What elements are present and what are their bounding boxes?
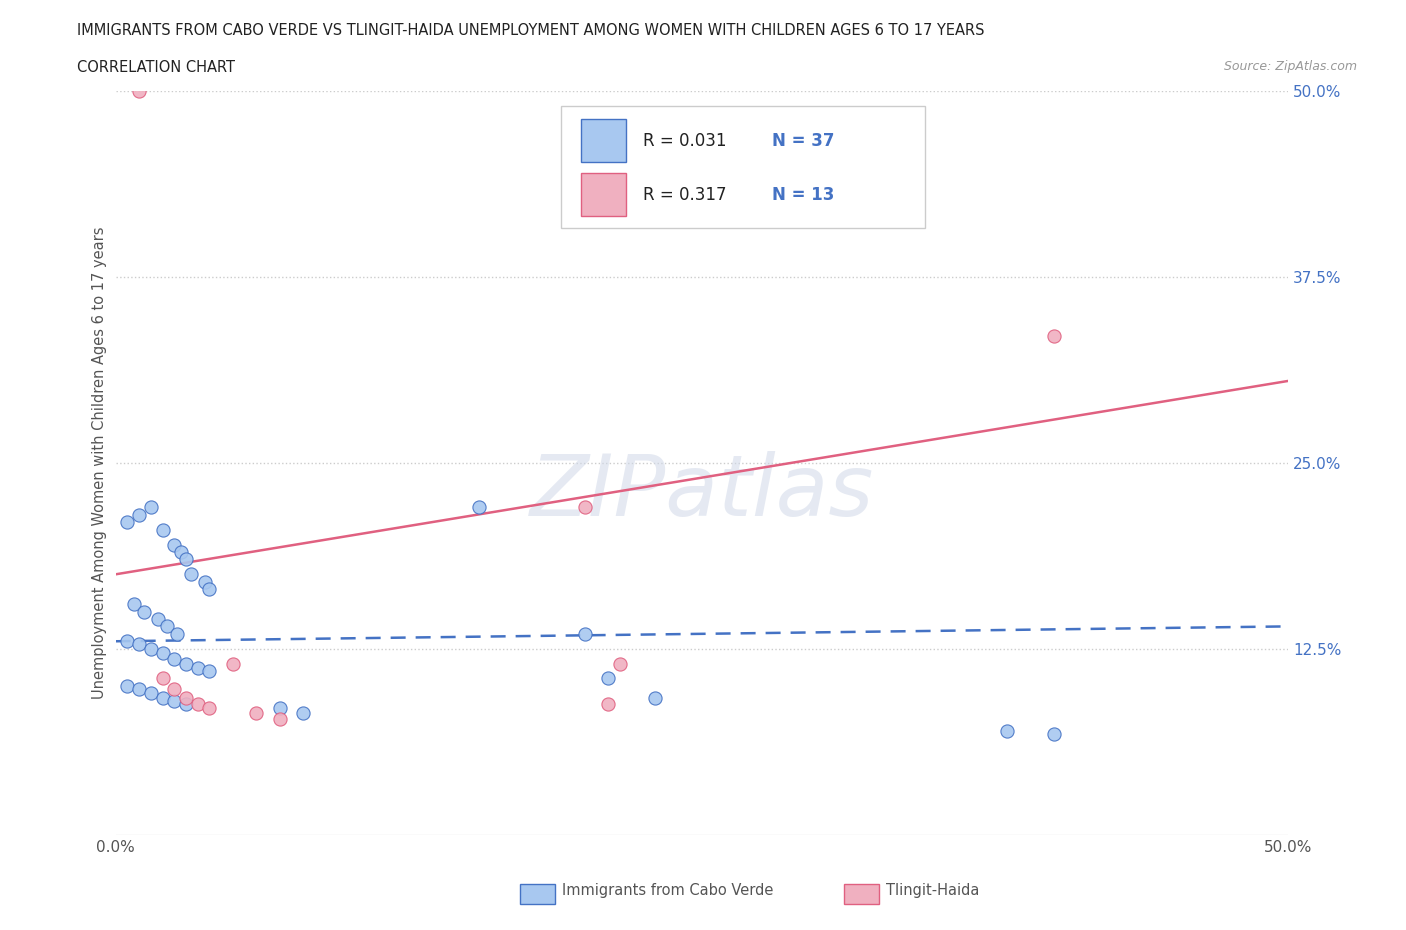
Point (1043, 329, 1066, 344)
Point (152, 645, 174, 660)
Point (609, 657, 631, 671)
FancyBboxPatch shape (581, 119, 626, 162)
Point (598, 697, 620, 711)
Point (174, 697, 197, 711)
Point (174, 552, 197, 567)
Text: ZIPatlas: ZIPatlas (530, 451, 875, 534)
Point (128, 682, 150, 697)
Y-axis label: Unemployment Among Women with Children Ages 6 to 17 years: Unemployment Among Women with Children A… (93, 227, 107, 699)
Point (117, 679, 139, 694)
Point (163, 652, 186, 667)
Point (222, 657, 245, 671)
Point (128, 637, 150, 652)
Point (156, 619, 179, 634)
Point (152, 671, 174, 686)
Point (163, 682, 186, 697)
Text: N = 13: N = 13 (772, 186, 835, 204)
Point (128, 84, 150, 99)
Point (574, 627, 596, 642)
Point (269, 711, 291, 726)
Text: CORRELATION CHART: CORRELATION CHART (77, 60, 235, 75)
Point (124, 597, 146, 612)
Point (180, 567, 202, 582)
Point (198, 701, 221, 716)
Point (128, 508, 150, 523)
Point (269, 701, 291, 716)
Point (152, 523, 174, 538)
Point (146, 612, 169, 627)
Point (198, 664, 221, 679)
Point (139, 686, 162, 701)
Text: Immigrants from Cabo Verde: Immigrants from Cabo Verde (562, 884, 773, 898)
Point (995, 724, 1018, 738)
Point (194, 575, 217, 590)
Point (644, 690, 666, 705)
Text: Tlingit-Haida: Tlingit-Haida (886, 884, 979, 898)
Point (174, 690, 197, 705)
Point (574, 500, 596, 515)
Point (245, 705, 267, 720)
Point (292, 705, 315, 720)
FancyBboxPatch shape (561, 106, 925, 229)
Point (117, 634, 139, 649)
Text: R = 0.031: R = 0.031 (644, 131, 727, 150)
Text: R = 0.317: R = 0.317 (644, 186, 727, 204)
Point (139, 642, 162, 657)
Point (117, 515, 139, 530)
Point (468, 500, 491, 515)
Point (187, 697, 209, 711)
Text: Source: ZipAtlas.com: Source: ZipAtlas.com (1223, 60, 1357, 73)
Point (163, 538, 186, 552)
Text: N = 37: N = 37 (772, 131, 835, 150)
Point (174, 657, 197, 671)
Point (187, 660, 209, 675)
Point (132, 604, 155, 619)
Point (170, 545, 193, 560)
Text: IMMIGRANTS FROM CABO VERDE VS TLINGIT-HAIDA UNEMPLOYMENT AMONG WOMEN WITH CHILDR: IMMIGRANTS FROM CABO VERDE VS TLINGIT-HA… (77, 23, 984, 38)
Point (198, 582, 221, 597)
Point (598, 671, 620, 686)
Point (166, 627, 188, 642)
FancyBboxPatch shape (581, 173, 626, 217)
Point (152, 690, 174, 705)
Point (1043, 726, 1066, 741)
Point (163, 694, 186, 709)
Point (139, 500, 162, 515)
